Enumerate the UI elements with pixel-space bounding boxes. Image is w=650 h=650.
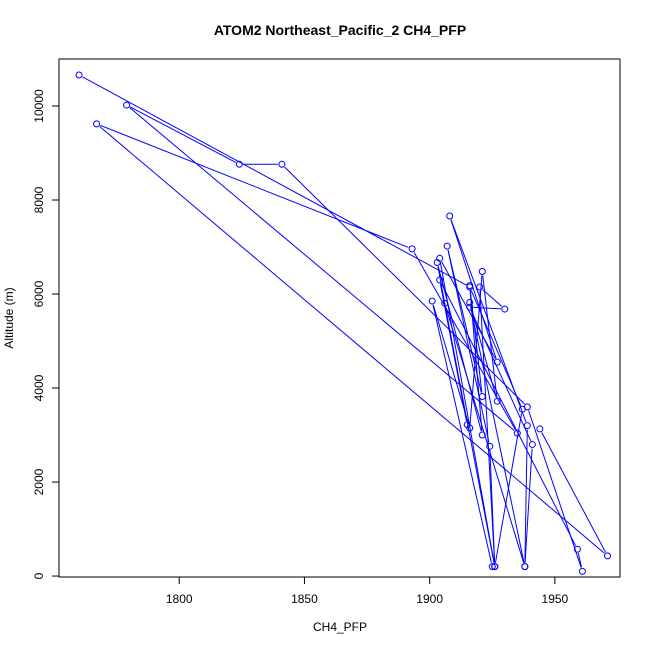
series-segment (99, 126, 605, 554)
y-tick-label: 4000 (32, 374, 46, 401)
series-segment (470, 306, 525, 563)
x-axis-label: CH4_PFP (313, 620, 367, 634)
y-axis-label: Altitude (m) (2, 287, 16, 348)
series-segment (284, 166, 525, 405)
data-point (428, 297, 436, 305)
data-point (408, 245, 416, 253)
series-segment (541, 432, 607, 553)
series-segment (524, 429, 528, 563)
data-point (521, 563, 529, 571)
x-tick-label: 1850 (291, 592, 318, 606)
data-point (433, 259, 441, 267)
series-segment (129, 107, 515, 431)
data-point (478, 267, 486, 275)
x-axis: 1800 1850 1900 1950 (166, 576, 569, 606)
data-point (466, 298, 474, 306)
data-point (491, 563, 499, 571)
data-point (528, 440, 536, 448)
series-segment (479, 290, 496, 563)
series-segment (469, 275, 483, 425)
series-segment (447, 249, 482, 393)
x-tick-label: 1950 (542, 592, 569, 606)
chart-title: ATOM2 Northeast_Pacific_2 CH4_PFP (214, 22, 466, 38)
y-axis: 0 2000 4000 6000 8000 10000 (32, 89, 60, 579)
series-segment (528, 410, 582, 568)
x-tick-label: 1800 (166, 592, 193, 606)
data-point (441, 299, 449, 307)
data-point (523, 422, 531, 430)
data-point (446, 212, 454, 220)
x-tick-label: 1900 (416, 592, 443, 606)
y-tick-label: 6000 (32, 280, 46, 307)
data-point (488, 563, 496, 571)
series-segment (577, 553, 583, 568)
data-point (476, 283, 484, 291)
data-point (75, 71, 83, 79)
data-point (93, 120, 101, 128)
series-group (75, 71, 611, 575)
data-point (536, 425, 544, 433)
data-point (443, 242, 451, 250)
y-tick-label: 2000 (32, 468, 46, 495)
series-segment (450, 219, 527, 423)
y-tick-label: 10000 (32, 89, 46, 123)
data-point (523, 403, 531, 411)
data-point (486, 442, 494, 450)
data-point (501, 305, 509, 313)
y-tick-label: 8000 (32, 186, 46, 213)
data-point (463, 421, 471, 429)
data-point (235, 160, 243, 168)
y-tick-label: 0 (32, 572, 46, 579)
data-point (466, 282, 474, 290)
series-segment (432, 304, 470, 425)
data-point (436, 276, 444, 284)
series-segment (129, 106, 237, 163)
series-segment (482, 275, 498, 398)
series-segment (489, 450, 496, 563)
data-point (573, 545, 581, 553)
data-point (478, 392, 486, 400)
data-point (278, 160, 286, 168)
series-segment (469, 289, 483, 393)
series-segment (432, 304, 492, 563)
series-segment (82, 76, 467, 286)
series-segment (413, 252, 516, 430)
data-point (513, 429, 521, 437)
series-segment (450, 219, 497, 359)
series-segment (470, 310, 532, 442)
series-segment (439, 262, 495, 563)
data-point (493, 358, 501, 366)
series-segment (482, 289, 503, 307)
series-segment (441, 283, 577, 546)
series-segment (473, 306, 501, 310)
data-point (603, 552, 611, 560)
data-point (493, 397, 501, 405)
plot-frame (58, 58, 621, 578)
data-point (578, 567, 586, 575)
series-segment (437, 266, 482, 432)
data-point (466, 303, 474, 311)
data-point (478, 431, 486, 439)
series-segment (524, 448, 533, 563)
series-segment (100, 124, 409, 248)
series-segment (447, 249, 490, 443)
data-point (123, 101, 131, 109)
